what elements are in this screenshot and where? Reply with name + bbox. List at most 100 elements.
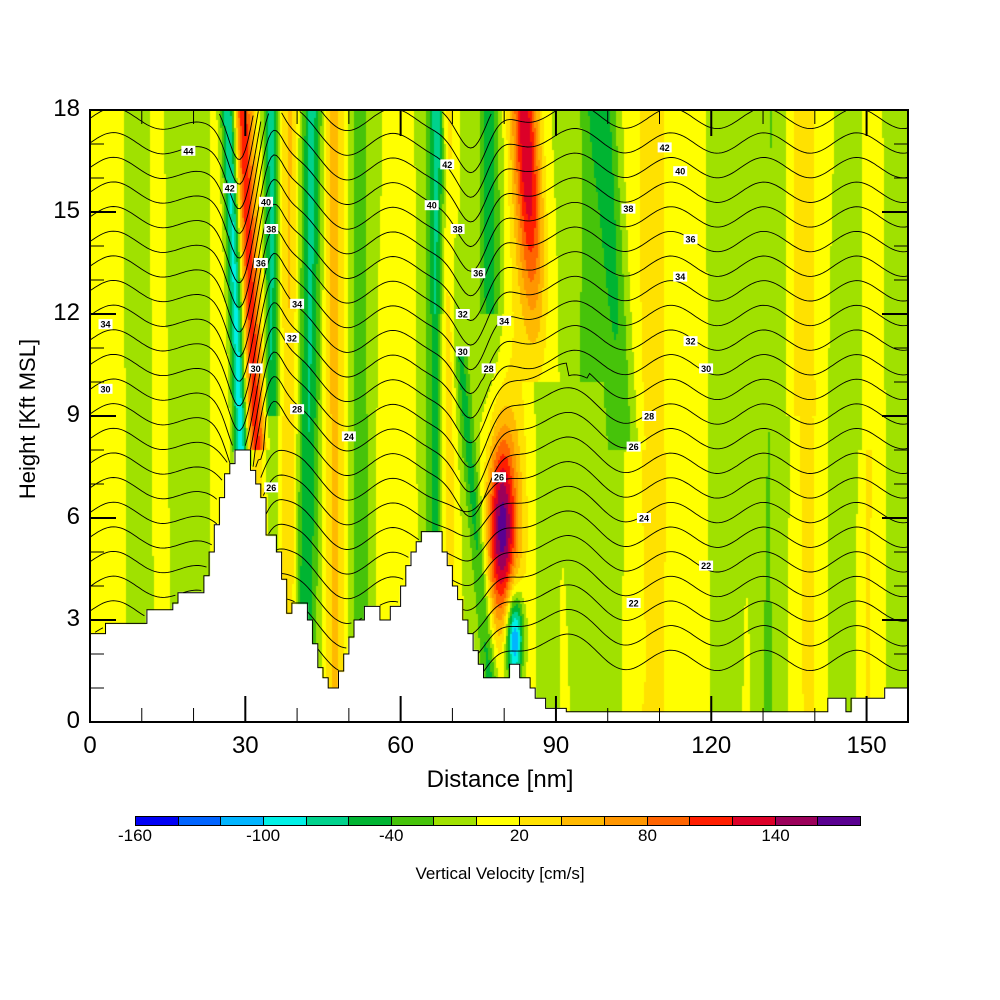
contour-label-text: 42 — [225, 184, 235, 194]
contour-label-text: 40 — [427, 201, 437, 211]
contour-label: 44 — [181, 145, 196, 156]
contour-label-bg — [471, 268, 486, 279]
contour-label: 34 — [673, 271, 688, 282]
contour-label: 24 — [341, 431, 356, 442]
theta-contour — [218, 111, 492, 160]
colorbar-tick-label: -100 — [246, 826, 281, 845]
theta-contour — [89, 179, 909, 308]
contour-label-text: 26 — [266, 483, 276, 493]
contour-label: 26 — [626, 441, 641, 452]
contour-label: 30 — [455, 346, 470, 357]
contour-label-bg — [259, 196, 274, 207]
contour-label-bg — [497, 315, 512, 326]
y-tick-label: 3 — [66, 605, 80, 632]
y-tick-label: 12 — [53, 299, 80, 326]
theta-contour — [89, 474, 909, 537]
contour-label-text: 44 — [183, 146, 193, 156]
contour-label-text: 42 — [442, 160, 452, 170]
contour-label-bg — [253, 258, 268, 268]
contour-label-text: 30 — [251, 364, 261, 374]
colorbar-segment — [391, 817, 435, 825]
x-axis-label: Distance [nm] — [426, 766, 574, 793]
theta-contour — [89, 112, 909, 234]
theta-contour — [89, 228, 909, 357]
contour-label-bg — [683, 234, 698, 245]
contour-label-text: 40 — [261, 197, 271, 207]
colorbar-segment — [434, 817, 478, 825]
contour-label-bg — [699, 560, 714, 571]
contour-label-bg — [424, 200, 439, 211]
contour-label: 34 — [290, 298, 305, 309]
contour-label-text: 34 — [499, 316, 509, 326]
contour-label-text: 28 — [644, 412, 654, 422]
contour-label-bg — [264, 482, 279, 493]
colorbar-segment — [306, 817, 350, 825]
contour-label-text: 34 — [101, 320, 111, 330]
contour-label-bg — [636, 513, 651, 523]
colorbar-segment — [818, 817, 860, 825]
contour-label: 28 — [642, 411, 657, 422]
colorbar-label: Vertical Velocity [cm/s] — [415, 864, 585, 883]
contour-label-text: 42 — [660, 143, 670, 153]
contour-label-text: 36 — [473, 269, 483, 279]
contour-label: 40 — [673, 166, 688, 177]
contour-label-bg — [440, 159, 455, 170]
contour-label: 36 — [253, 258, 268, 269]
contour-label-text: 38 — [623, 204, 633, 214]
contour-label: 40 — [259, 196, 274, 207]
theta-contour — [89, 400, 909, 518]
contour-label-bg — [284, 332, 299, 343]
contour-label-bg — [455, 309, 470, 319]
contour-label-bg — [450, 224, 465, 234]
contour-label: 34 — [98, 319, 113, 330]
colorbar-tick-label: 140 — [761, 826, 790, 845]
contour-label: 26 — [492, 472, 506, 483]
contour-label-bg — [222, 183, 237, 194]
contour-label-bg — [341, 431, 356, 442]
contour-label: 36 — [683, 234, 698, 245]
theta-contour — [89, 376, 909, 493]
colorbar-segment — [732, 817, 776, 825]
x-tick-label: 60 — [387, 732, 414, 759]
contour-label: 34 — [497, 315, 512, 326]
contour-label-bg — [673, 166, 688, 177]
contour-label-text: 30 — [701, 364, 711, 374]
y-tick-label: 9 — [66, 401, 80, 428]
theta-contour — [89, 277, 909, 407]
contour-label-text: 26 — [629, 442, 639, 452]
contour-label-bg — [699, 363, 714, 374]
colorbar-segment — [605, 817, 648, 825]
colorbar-segment — [136, 817, 179, 825]
contour-label-text: 40 — [675, 167, 685, 177]
contour-label-text: 26 — [494, 473, 504, 483]
contour-label-text: 22 — [701, 561, 711, 571]
contour-label-bg — [492, 472, 506, 483]
contour-label-bg — [621, 203, 636, 214]
contour-label-text: 24 — [639, 514, 649, 524]
y-tick-label: 15 — [53, 197, 80, 224]
contour-label-bg — [481, 363, 496, 374]
contour-label: 38 — [264, 224, 279, 235]
colorbar-segment — [519, 817, 563, 825]
contour-label: 32 — [683, 336, 698, 347]
contour-label: 30 — [98, 383, 113, 394]
contour-label-text: 32 — [287, 333, 297, 343]
colorbar-segment — [690, 817, 733, 825]
x-tick-label: 0 — [83, 732, 97, 759]
colorbar-segment — [775, 817, 819, 825]
contour-label: 28 — [290, 404, 305, 415]
contour-label: 30 — [248, 363, 263, 374]
colorbar-segment — [263, 817, 307, 825]
contour-label: 28 — [481, 363, 496, 374]
colorbar — [135, 816, 861, 826]
theta-contour — [89, 154, 909, 284]
contour-label: 42 — [222, 183, 237, 194]
contour-label-bg — [642, 411, 657, 421]
contour-label-text: 32 — [458, 310, 468, 320]
contour-label-text: 24 — [344, 432, 354, 442]
contour-label: 22 — [699, 560, 714, 571]
contour-label-bg — [290, 298, 305, 309]
theta-contour — [89, 548, 909, 611]
contour-label-bg — [290, 404, 305, 415]
